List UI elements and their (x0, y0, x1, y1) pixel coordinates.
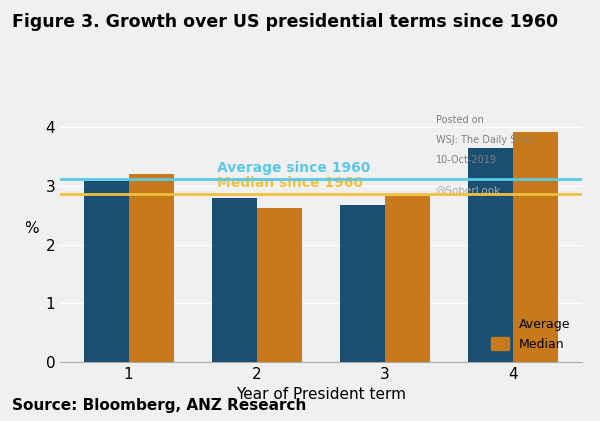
Text: Figure 3. Growth over US presidential terms since 1960: Figure 3. Growth over US presidential te… (12, 13, 558, 31)
Bar (340, 205, 385, 362)
Text: Average since 1960: Average since 1960 (217, 161, 370, 175)
Legend: Average, Median: Average, Median (485, 312, 576, 356)
Y-axis label: %: % (24, 221, 39, 236)
Text: WSJ: The Daily Shot: WSJ: The Daily Shot (436, 135, 532, 145)
Text: 10-Oct-2019: 10-Oct-2019 (436, 155, 497, 165)
Text: Source: Bloomberg, ANZ Research: Source: Bloomberg, ANZ Research (12, 397, 307, 413)
Bar (128, 174, 173, 362)
Bar (257, 208, 302, 362)
Bar (514, 132, 558, 362)
Bar (385, 196, 430, 362)
Text: @SoberLook: @SoberLook (436, 185, 501, 195)
Bar (84, 181, 128, 362)
Text: Posted on: Posted on (436, 115, 484, 125)
Bar (469, 148, 514, 362)
Bar (212, 197, 257, 362)
X-axis label: Year of President term: Year of President term (236, 387, 406, 402)
Text: Median since 1960: Median since 1960 (217, 176, 362, 190)
